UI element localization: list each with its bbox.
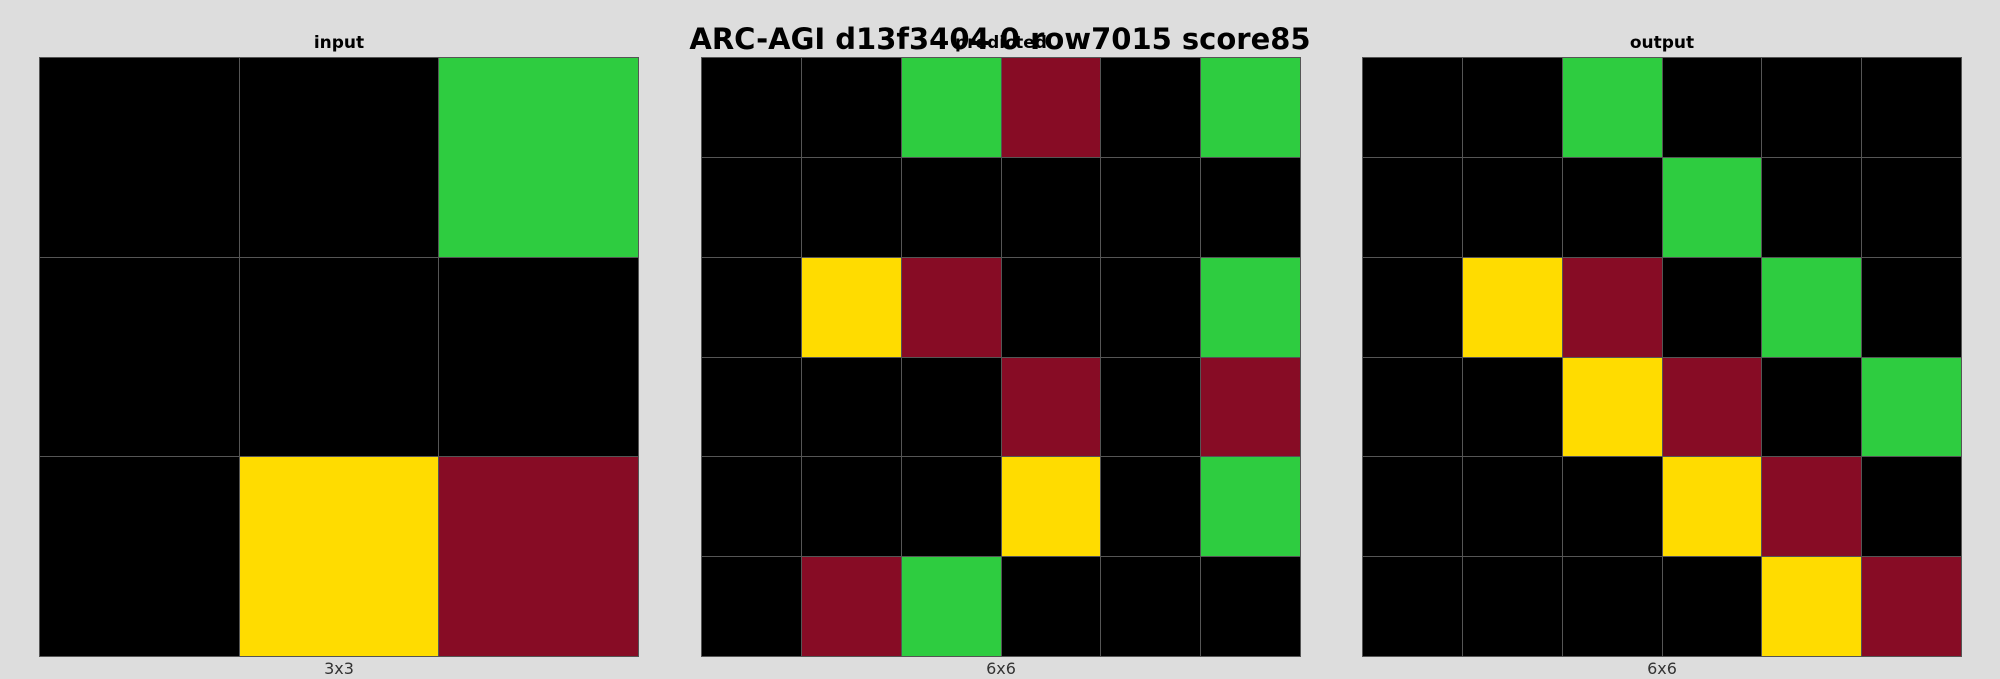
grid-cell: [1363, 457, 1462, 557]
grid-cell: [1001, 357, 1101, 457]
grid-cell: [801, 58, 901, 157]
grid-cell: [901, 257, 1001, 357]
panel-title-predicted: predicted: [955, 33, 1047, 53]
grid-cell: [1201, 58, 1300, 157]
panel-title-output: output: [1629, 33, 1695, 53]
grid-cell: [439, 457, 638, 656]
grid-cell: [1101, 357, 1201, 457]
panel-size-predicted: 6x6: [986, 659, 1016, 678]
grid-cell: [1762, 557, 1862, 656]
grid-cell: [40, 58, 239, 257]
grid-cell: [1662, 457, 1762, 557]
grid-cell: [1762, 58, 1862, 157]
grid-cell: [901, 157, 1001, 257]
grid-cell: [1462, 157, 1562, 257]
grid-cell: [1462, 357, 1562, 457]
grid-cell: [1662, 157, 1762, 257]
grid-cell: [1762, 457, 1862, 557]
grid-cell: [1001, 557, 1101, 656]
grid-cell: [1001, 257, 1101, 357]
grid-cell: [1462, 457, 1562, 557]
grid-cell: [1363, 157, 1462, 257]
grid-cell: [1101, 257, 1201, 357]
grid-cell: [1101, 157, 1201, 257]
grid-cell: [1562, 257, 1662, 357]
predicted-grid: [701, 57, 1301, 657]
panel-size-input: 3x3: [324, 659, 354, 678]
grid-cell: [901, 357, 1001, 457]
grid-cell: [1762, 257, 1862, 357]
grid-cell: [901, 457, 1001, 557]
grid-cell: [702, 357, 801, 457]
grid-cell: [1862, 557, 1961, 656]
grid-cell: [1201, 357, 1300, 457]
grid-cell: [702, 157, 801, 257]
grid-cell: [702, 457, 801, 557]
grid-cell: [1862, 457, 1961, 557]
grid-cell: [439, 58, 638, 257]
panel-size-output: 6x6: [1647, 659, 1677, 678]
grid-cell: [1562, 58, 1662, 157]
grid-cell: [901, 58, 1001, 157]
grid-cell: [1662, 257, 1762, 357]
grid-cell: [1862, 157, 1961, 257]
grid-cell: [1363, 357, 1462, 457]
grid-cell: [1662, 58, 1762, 157]
grid-cell: [1662, 357, 1762, 457]
grid-cell: [1862, 58, 1961, 157]
grid-cell: [1201, 557, 1300, 656]
grid-cell: [1662, 557, 1762, 656]
grid-cell: [801, 157, 901, 257]
grid-cell: [1562, 357, 1662, 457]
grid-cell: [40, 457, 239, 656]
grid-cell: [1762, 357, 1862, 457]
grid-cell: [1201, 157, 1300, 257]
grid-cell: [1101, 58, 1201, 157]
grid-cell: [702, 557, 801, 656]
grid-cell: [1101, 557, 1201, 656]
grid-cell: [1201, 257, 1300, 357]
grid-cell: [1862, 257, 1961, 357]
grid-cell: [1562, 457, 1662, 557]
grid-cell: [1101, 457, 1201, 557]
grid-cell: [801, 257, 901, 357]
grid-cell: [1762, 157, 1862, 257]
grid-cell: [702, 257, 801, 357]
grid-cell: [1562, 157, 1662, 257]
grid-cell: [1001, 157, 1101, 257]
grid-cell: [239, 457, 439, 656]
input-grid: [39, 57, 639, 657]
grid-cell: [1363, 58, 1462, 157]
grid-cell: [1363, 257, 1462, 357]
grid-cell: [1001, 457, 1101, 557]
grid-cell: [702, 58, 801, 157]
output-grid: [1362, 57, 1962, 657]
grid-cell: [801, 357, 901, 457]
grid-cell: [239, 58, 439, 257]
grid-cell: [1201, 457, 1300, 557]
grid-cell: [40, 257, 239, 457]
panel-title-input: input: [313, 33, 365, 53]
grid-cell: [439, 257, 638, 457]
grid-cell: [1862, 357, 1961, 457]
grid-cell: [901, 557, 1001, 656]
grid-cell: [239, 257, 439, 457]
grid-cell: [1462, 257, 1562, 357]
figure-title: ARC-AGI d13f3404 0 row7015 score85: [689, 22, 1311, 56]
grid-cell: [1462, 58, 1562, 157]
grid-cell: [1462, 557, 1562, 656]
grid-cell: [1363, 557, 1462, 656]
grid-cell: [1001, 58, 1101, 157]
grid-cell: [1562, 557, 1662, 656]
grid-cell: [801, 557, 901, 656]
grid-cell: [801, 457, 901, 557]
